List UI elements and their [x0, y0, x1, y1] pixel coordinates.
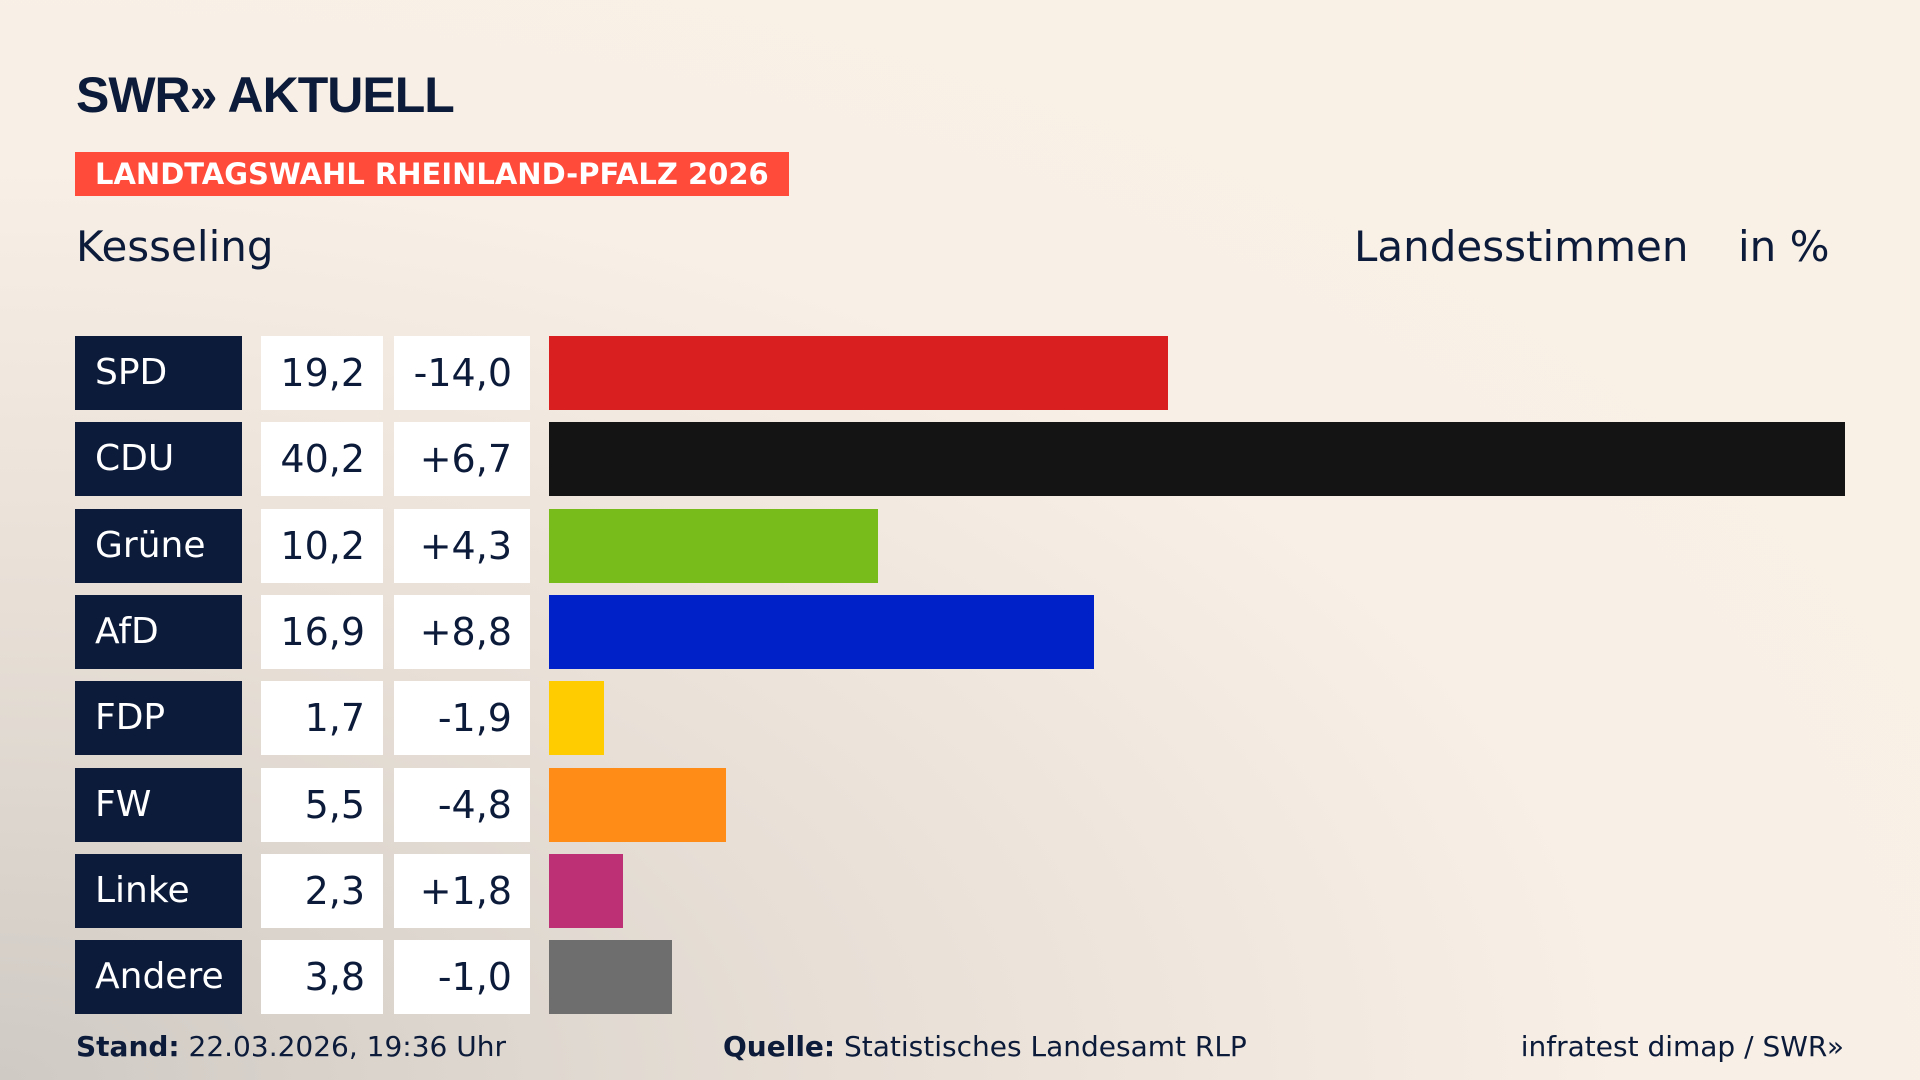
change-label: +6,7: [394, 422, 530, 497]
result-bar: [549, 853, 624, 928]
source-label: Quelle:: [723, 1030, 836, 1063]
change-label: -14,0: [394, 336, 530, 410]
party-label: Linke: [75, 853, 242, 928]
election-banner: LANDTAGSWAHL RHEINLAND-PFALZ 2026: [75, 152, 789, 196]
source-value: Statistisches Landesamt RLP: [844, 1030, 1247, 1063]
result-bar: [549, 336, 1168, 410]
value-label: 16,9: [261, 594, 383, 669]
timestamp: Stand: 22.03.2026, 19:36 Uhr: [76, 1030, 506, 1063]
party-label: Grüne: [75, 508, 242, 583]
stand-label: Stand:: [76, 1030, 180, 1063]
change-label: -1,9: [394, 681, 530, 756]
result-bar: [549, 767, 727, 842]
measure-label: Landesstimmen: [1354, 222, 1689, 271]
change-label: -1,0: [394, 940, 530, 1015]
result-bar: [549, 594, 1094, 669]
value-label: 10,2: [261, 508, 383, 583]
party-label: AfD: [75, 594, 242, 669]
party-label: SPD: [75, 336, 242, 410]
change-label: +4,3: [394, 508, 530, 583]
party-label: Andere: [75, 940, 242, 1015]
party-label: FDP: [75, 681, 242, 756]
result-bar: [549, 508, 878, 583]
party-label: CDU: [75, 422, 242, 497]
source: Quelle: Statistisches Landesamt RLP: [723, 1030, 1247, 1063]
swr-aktuell-logo: SWR» AKTUELL: [76, 67, 455, 123]
value-label: 3,8: [261, 940, 383, 1015]
value-label: 40,2: [261, 422, 383, 497]
result-bar: [549, 940, 672, 1015]
value-label: 2,3: [261, 853, 383, 928]
credit: infratest dimap / SWR»: [1520, 1030, 1844, 1063]
location-title: Kesseling: [76, 222, 274, 271]
change-label: +1,8: [394, 853, 530, 928]
result-bar: [549, 681, 604, 756]
value-label: 19,2: [261, 336, 383, 410]
change-label: -4,8: [394, 767, 530, 842]
result-bar: [549, 422, 1845, 497]
value-label: 5,5: [261, 767, 383, 842]
unit-label: in %: [1738, 222, 1830, 271]
stand-value: 22.03.2026, 19:36 Uhr: [188, 1030, 506, 1063]
change-label: +8,8: [394, 594, 530, 669]
value-label: 1,7: [261, 681, 383, 756]
party-label: FW: [75, 767, 242, 842]
